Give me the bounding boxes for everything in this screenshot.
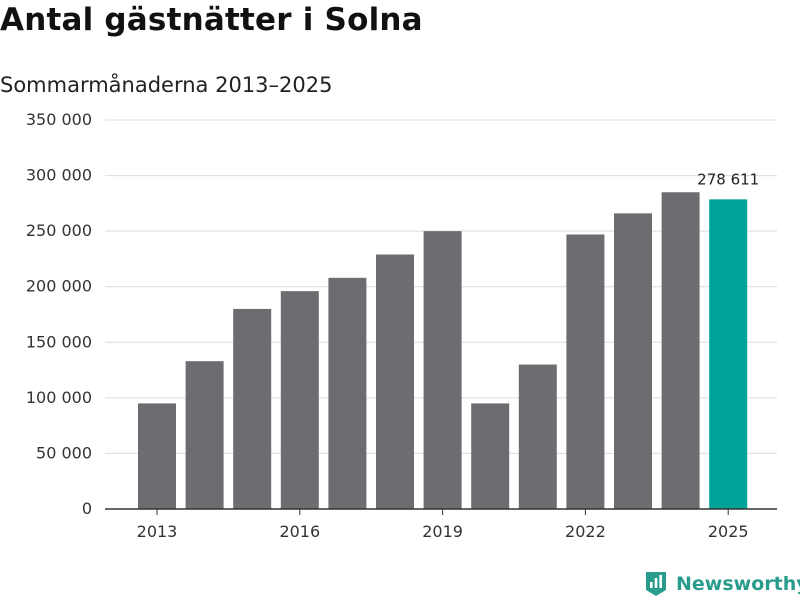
bar-2015 bbox=[233, 308, 272, 509]
bar-2013 bbox=[138, 403, 176, 509]
y-tick-label: 0 bbox=[82, 499, 92, 518]
y-tick-label: 350 000 bbox=[26, 110, 92, 129]
bar-2025 bbox=[709, 199, 748, 509]
bar-2023 bbox=[614, 213, 652, 510]
newsworthy-logo[interactable]: Newsworthy bbox=[644, 569, 800, 599]
y-tick-label: 200 000 bbox=[26, 277, 92, 296]
bar-2020 bbox=[471, 403, 510, 509]
y-tick-label: 100 000 bbox=[26, 388, 92, 407]
bar-2021 bbox=[518, 364, 557, 509]
data-label-2025: 278 611 bbox=[697, 170, 759, 188]
y-axis-tick-labels: 0 50 000 100 000 150 000 200 000 250 000 300 0… bbox=[26, 110, 92, 518]
bar-2014 bbox=[185, 361, 224, 509]
data-labels: 278 611 bbox=[697, 170, 759, 188]
bar-2019 bbox=[423, 231, 462, 509]
brand-name: Newsworthy bbox=[676, 573, 800, 595]
bar-2022 bbox=[566, 234, 605, 509]
chart-title: Antal gästnätter i Solna bbox=[0, 2, 423, 38]
x-tick-label: 2025 bbox=[708, 522, 749, 541]
y-tick-label: 150 000 bbox=[26, 332, 92, 351]
bars bbox=[138, 192, 748, 510]
x-tick-label: 2019 bbox=[422, 522, 463, 541]
bar-2018 bbox=[376, 254, 414, 509]
bar-2024 bbox=[661, 192, 700, 509]
y-tick-label: 50 000 bbox=[36, 443, 92, 462]
bar-2016 bbox=[280, 291, 319, 509]
bar-2017 bbox=[328, 277, 367, 509]
x-tick-label: 2016 bbox=[279, 522, 320, 541]
newsworthy-logo-icon bbox=[646, 572, 666, 596]
x-tick-label: 2013 bbox=[137, 522, 178, 541]
x-axis-tick-labels: 2013 2016 2019 2022 2025 bbox=[137, 509, 749, 541]
chart-subtitle: Sommarmånaderna 2013–2025 bbox=[0, 73, 333, 97]
y-tick-label: 250 000 bbox=[26, 221, 92, 240]
y-tick-label: 300 000 bbox=[26, 166, 92, 185]
x-tick-label: 2022 bbox=[565, 522, 606, 541]
